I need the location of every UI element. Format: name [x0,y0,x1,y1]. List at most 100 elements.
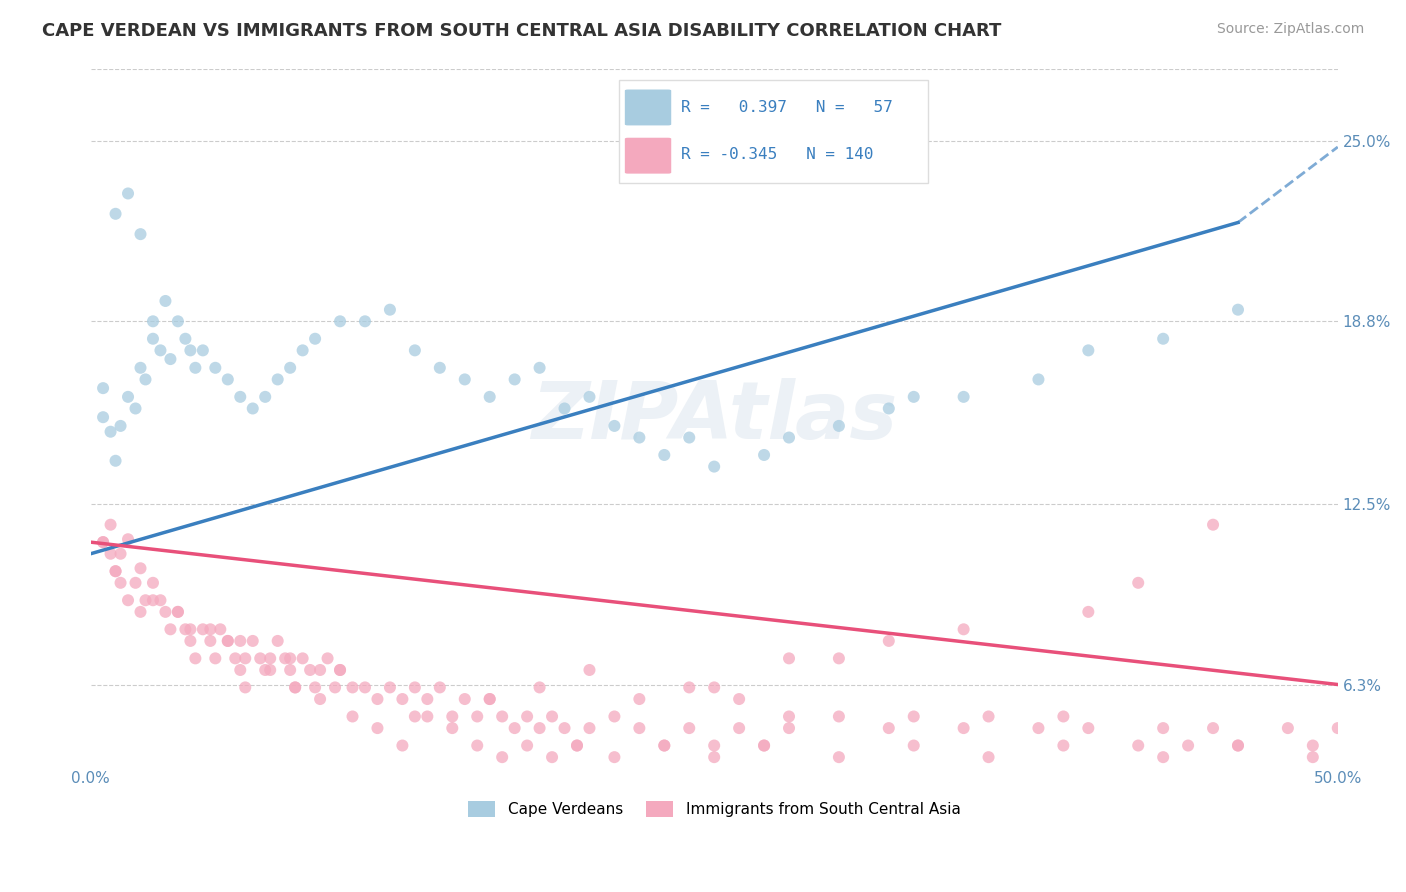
Point [274,651,297,665]
Point [110,575,132,590]
Point [142,314,165,328]
Point [877,721,900,735]
Text: Source: ZipAtlas.com: Source: ZipAtlas.com [1216,22,1364,37]
Point [603,709,626,723]
Point [952,390,974,404]
Point [91,410,114,425]
Point [149,343,172,358]
Point [104,454,127,468]
Point [259,663,281,677]
Point [304,681,326,695]
Point [278,360,301,375]
Point [100,547,122,561]
Point [652,448,675,462]
Point [129,605,152,619]
Point [752,739,775,753]
Point [159,622,181,636]
Point [354,314,377,328]
Point [91,535,114,549]
Point [828,651,851,665]
Point [217,372,239,386]
Point [391,692,413,706]
Point [254,390,277,404]
Point [1052,709,1074,723]
FancyBboxPatch shape [619,80,928,183]
Point [1077,721,1099,735]
Point [254,663,277,677]
Point [291,343,314,358]
Point [652,739,675,753]
Point [1128,739,1150,753]
Point [233,681,256,695]
Point [1202,517,1225,532]
Point [678,431,700,445]
Point [516,739,538,753]
Point [529,360,551,375]
Point [209,622,232,636]
Point [416,692,439,706]
Point [267,634,290,648]
Point [565,739,588,753]
Point [229,663,252,677]
Point [1152,750,1174,764]
Point [316,651,339,665]
Point [578,390,600,404]
Point [952,721,974,735]
Point [129,561,152,575]
Text: R = -0.345   N = 140: R = -0.345 N = 140 [681,147,873,162]
Text: ZIPAtlas: ZIPAtlas [531,378,897,456]
Point [903,390,925,404]
Point [1128,575,1150,590]
Point [877,634,900,648]
Point [404,709,426,723]
Point [778,709,800,723]
Point [242,401,264,416]
Point [603,418,626,433]
Point [1277,721,1299,735]
Point [778,651,800,665]
Point [441,721,464,735]
Point [284,681,307,695]
Point [628,431,651,445]
Point [104,564,127,578]
Point [728,692,751,706]
Point [155,605,177,619]
Point [366,692,388,706]
Point [217,634,239,648]
Point [229,634,252,648]
Point [703,459,725,474]
Point [129,360,152,375]
Point [478,692,501,706]
Point [200,634,222,648]
Point [329,314,352,328]
Legend: Cape Verdeans, Immigrants from South Central Asia: Cape Verdeans, Immigrants from South Cen… [460,793,969,824]
Point [134,372,156,386]
Point [242,634,264,648]
Point [652,739,675,753]
Point [323,681,346,695]
Point [124,401,146,416]
Point [1326,721,1348,735]
Point [366,721,388,735]
Point [110,418,132,433]
Point [104,564,127,578]
Point [541,750,564,764]
Point [142,332,165,346]
Point [903,709,925,723]
Point [903,739,925,753]
Point [174,332,197,346]
Point [167,314,190,328]
Point [117,593,139,607]
Point [204,651,226,665]
Point [977,750,1000,764]
Point [728,721,751,735]
Point [1152,721,1174,735]
Point [703,750,725,764]
Point [117,533,139,547]
Point [179,634,201,648]
Point [454,692,477,706]
Point [1052,739,1074,753]
Point [159,352,181,367]
Point [529,721,551,735]
Point [278,663,301,677]
